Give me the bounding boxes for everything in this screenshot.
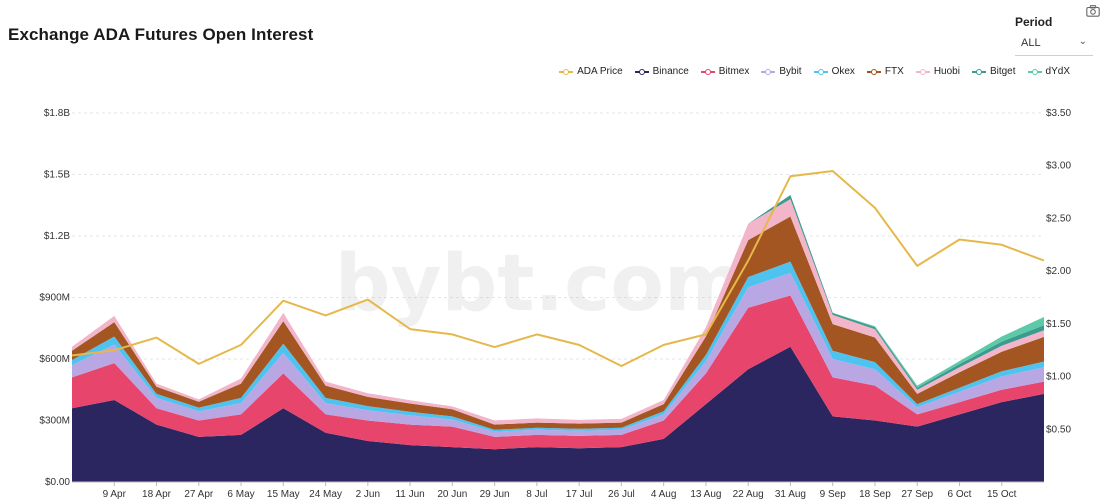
legend-swatch	[559, 68, 574, 76]
y-left-tick-label: $600M	[39, 354, 70, 365]
camera-icon[interactable]	[1086, 5, 1100, 17]
area-series-bybit	[72, 272, 1044, 437]
legend-swatch	[761, 68, 776, 76]
legend-item-huobi[interactable]: Huobi	[915, 66, 960, 77]
y-right-tick-label: $3.50	[1046, 108, 1071, 119]
period-select[interactable]: ALL ⌄	[1015, 33, 1093, 56]
legend-swatch	[866, 68, 881, 76]
x-tick-label: 4 Aug	[651, 489, 677, 500]
x-tick-label: 15 May	[267, 489, 300, 500]
x-tick-label: 26 Jul	[608, 489, 635, 500]
y-right-tick-label: $1.50	[1046, 319, 1071, 330]
y-left-tick-label: $900M	[39, 293, 70, 304]
x-tick-label: 8 Jul	[526, 489, 547, 500]
legend-item-bitmex[interactable]: Bitmex	[700, 66, 750, 77]
legend-label: ADA Price	[577, 66, 623, 77]
area-series-bitmex	[72, 295, 1044, 450]
y-left-tick-label: $0.00	[45, 477, 70, 488]
x-tick-label: 6 Oct	[948, 489, 972, 500]
chart-legend: ADA Price Binance Bitmex Bybit Okex FTX Huobi B…	[547, 66, 1070, 77]
x-tick-label: 15 Oct	[987, 489, 1017, 500]
y-left-tick-label: $1.2B	[44, 231, 70, 242]
y-left-tick-label: $1.8B	[44, 108, 70, 119]
area-series-okex	[72, 261, 1044, 432]
legend-item-okex[interactable]: Okex	[813, 66, 855, 77]
y-right-tick-label: $0.50	[1046, 424, 1071, 435]
legend-label: Bitmex	[718, 66, 750, 77]
watermark: bybt.com	[335, 239, 746, 329]
legend-label: Huobi	[933, 66, 960, 77]
legend-label: Bitget	[989, 66, 1016, 77]
x-tick-label: 18 Apr	[142, 489, 172, 500]
x-tick-label: 18 Sep	[859, 489, 891, 500]
x-tick-label: 27 Apr	[184, 489, 214, 500]
legend-swatch	[813, 68, 828, 76]
area-series-huobi	[72, 199, 1044, 425]
legend-label: Bybit	[779, 66, 802, 77]
page-title: Exchange ADA Futures Open Interest	[8, 25, 314, 44]
x-tick-label: 13 Aug	[690, 489, 721, 500]
x-tick-label: 24 May	[309, 489, 342, 500]
legend-swatch	[1027, 68, 1042, 76]
period-value: ALL	[1021, 37, 1041, 49]
legend-item-ftx[interactable]: FTX	[866, 66, 904, 77]
x-tick-label: 22 Aug	[733, 489, 764, 500]
area-series-binance	[72, 346, 1044, 482]
x-tick-label: 31 Aug	[775, 489, 806, 500]
x-tick-label: 9 Apr	[103, 489, 127, 500]
y-left-tick-label: $300M	[39, 416, 70, 427]
legend-item-binance[interactable]: Binance	[634, 66, 689, 77]
x-tick-label: 2 Jun	[356, 489, 380, 500]
x-tick-label: 17 Jul	[566, 489, 593, 500]
y-right-tick-label: $3.00	[1046, 161, 1071, 172]
x-tick-label: 11 Jun	[395, 489, 424, 500]
chevron-down-icon: ⌄	[1078, 36, 1087, 47]
legend-item-bitget[interactable]: Bitget	[971, 66, 1016, 77]
y-right-tick-label: $2.50	[1046, 213, 1071, 224]
legend-item-dydx[interactable]: dYdX	[1027, 66, 1070, 77]
legend-label: Okex	[831, 66, 855, 77]
area-series-ftx	[72, 216, 1044, 430]
y-left-tick-label: $1.5B	[44, 170, 70, 181]
x-tick-label: 9 Sep	[820, 489, 847, 500]
x-tick-label: 29 Jun	[480, 489, 510, 500]
y-right-tick-label: $2.00	[1046, 266, 1071, 277]
legend-swatch	[700, 68, 715, 76]
legend-swatch	[971, 68, 986, 76]
x-tick-label: 20 Jun	[437, 489, 467, 500]
legend-label: Binance	[652, 66, 689, 77]
x-tick-label: 27 Sep	[901, 489, 933, 500]
legend-swatch	[634, 68, 649, 76]
x-tick-label: 6 May	[227, 489, 254, 500]
period-label: Period	[1015, 15, 1053, 29]
legend-item-ada-price[interactable]: ADA Price	[559, 66, 623, 77]
legend-label: dYdX	[1045, 66, 1070, 77]
legend-item-bybit[interactable]: Bybit	[761, 66, 802, 77]
legend-label: FTX	[884, 66, 904, 77]
y-right-tick-label: $1.00	[1046, 372, 1071, 383]
legend-swatch	[915, 68, 930, 76]
price-line	[71, 170, 1045, 367]
